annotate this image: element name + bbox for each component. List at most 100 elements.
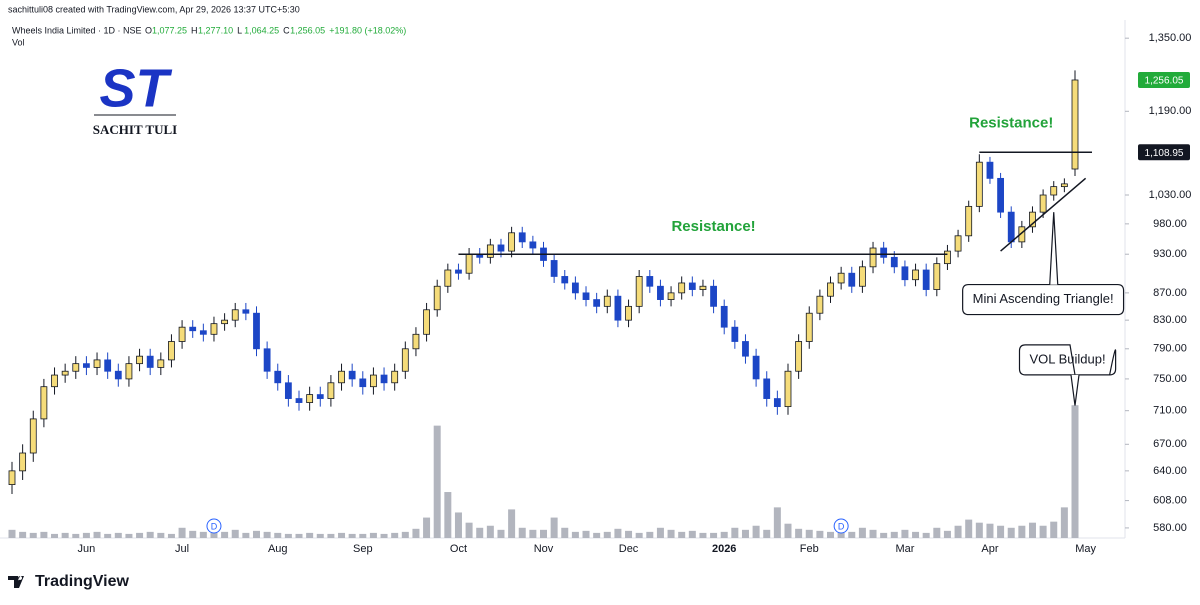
- candle-body: [1060, 183, 1068, 188]
- volume-bar: [901, 529, 909, 538]
- volume-bar: [858, 527, 866, 538]
- candle-body: [827, 282, 834, 297]
- volume-bars: [8, 405, 1079, 538]
- volume-bar: [327, 533, 335, 538]
- volume-bar: [284, 533, 292, 538]
- volume-bar: [550, 517, 558, 538]
- volume-bar: [1050, 521, 1058, 538]
- candle-body: [284, 382, 292, 399]
- volume-bar: [369, 532, 377, 538]
- y-tick-label: 640.00: [1153, 465, 1187, 477]
- candle-body: [306, 394, 314, 403]
- candle-body: [912, 269, 919, 281]
- volume-bar: [486, 525, 494, 538]
- ohlc-key: O: [145, 25, 152, 35]
- volume-bar: [82, 532, 90, 538]
- event-label: D: [838, 521, 845, 531]
- candle-body: [316, 394, 324, 399]
- volume-bar: [795, 528, 803, 538]
- volume-bar: [890, 531, 898, 538]
- price-label: 1,108.95: [1145, 148, 1184, 159]
- candle-body: [518, 232, 526, 243]
- brand-icon: [8, 576, 24, 588]
- volume-bar: [423, 517, 431, 538]
- candle-body: [327, 382, 335, 399]
- candle-body: [263, 348, 271, 372]
- volume-bar: [146, 531, 154, 538]
- candle-body: [508, 232, 516, 252]
- candle-body: [901, 266, 909, 281]
- volume-bar: [773, 507, 781, 538]
- callout-box: [1018, 344, 1117, 376]
- candle-body: [784, 370, 792, 408]
- candle-body: [816, 295, 824, 314]
- volume-bar: [295, 533, 303, 538]
- candle-body: [359, 378, 367, 388]
- symbol: Wheels India Limited · 1D · NSE: [12, 25, 142, 35]
- candle-body: [338, 370, 345, 384]
- brand: TradingView: [35, 573, 130, 590]
- event-label: D: [211, 521, 218, 531]
- volume-bar: [933, 527, 941, 538]
- candle-body: [380, 374, 388, 384]
- candle-body: [720, 305, 728, 328]
- ohlc-key: L: [237, 25, 242, 35]
- ohlc-value: 1,077.25: [152, 25, 187, 35]
- volume-bar: [986, 523, 994, 538]
- volume-bar: [635, 532, 643, 538]
- candle-body: [954, 235, 962, 252]
- x-tick-label: Jun: [78, 543, 96, 555]
- y-tick-label: 1,190.00: [1149, 105, 1192, 117]
- candle-body: [742, 341, 749, 357]
- volume-bar: [837, 532, 845, 538]
- candles: [8, 70, 1079, 494]
- candle-body: [1029, 211, 1036, 228]
- logo-mark: ST: [99, 58, 172, 118]
- candle-body: [125, 363, 133, 380]
- candle-body: [486, 244, 494, 258]
- volume-bar: [167, 533, 175, 538]
- y-tick-label: 980.00: [1153, 218, 1187, 230]
- volume-bar: [688, 530, 696, 538]
- candle-body: [975, 161, 983, 207]
- volume-bar: [454, 512, 462, 538]
- volume-label: Vol: [12, 37, 25, 47]
- volume-bar: [104, 533, 112, 538]
- candle-body: [136, 355, 143, 365]
- candle-body: [561, 276, 569, 284]
- candle-body: [8, 470, 16, 486]
- candle-body: [61, 370, 69, 376]
- x-tick-label: Feb: [800, 543, 819, 555]
- volume-bar: [61, 532, 69, 538]
- volume-bar: [465, 522, 473, 538]
- volume-bar: [965, 519, 973, 538]
- candle-body: [837, 272, 845, 284]
- volume-bar: [19, 531, 27, 538]
- volume-bar: [922, 532, 930, 538]
- footer: TradingView: [8, 573, 130, 590]
- ohlc-value: 1,064.25: [244, 25, 279, 35]
- candle-body: [731, 326, 739, 342]
- y-tick-label: 930.00: [1153, 248, 1187, 260]
- candle-body: [1039, 194, 1047, 213]
- candle-body: [348, 370, 356, 380]
- candle-body: [582, 292, 590, 300]
- volume-bar: [614, 528, 622, 538]
- candle-body: [678, 282, 686, 294]
- candle-body: [274, 370, 282, 384]
- volume-bar: [518, 527, 526, 538]
- volume-bar: [741, 529, 749, 538]
- volume-bar: [136, 532, 144, 538]
- candle-body: [944, 250, 951, 265]
- x-tick-label: Jul: [175, 543, 189, 555]
- y-tick-label: 580.00: [1153, 522, 1187, 534]
- candle-body: [869, 247, 877, 268]
- volume-bar: [93, 531, 101, 538]
- candle-body: [465, 253, 473, 274]
- x-tick-label: Sep: [353, 543, 373, 555]
- volume-bar: [252, 530, 260, 538]
- y-tick-label: 830.00: [1153, 314, 1187, 326]
- credit: sachittuli08 created with TradingView.co…: [8, 4, 300, 14]
- candle-body: [391, 370, 399, 384]
